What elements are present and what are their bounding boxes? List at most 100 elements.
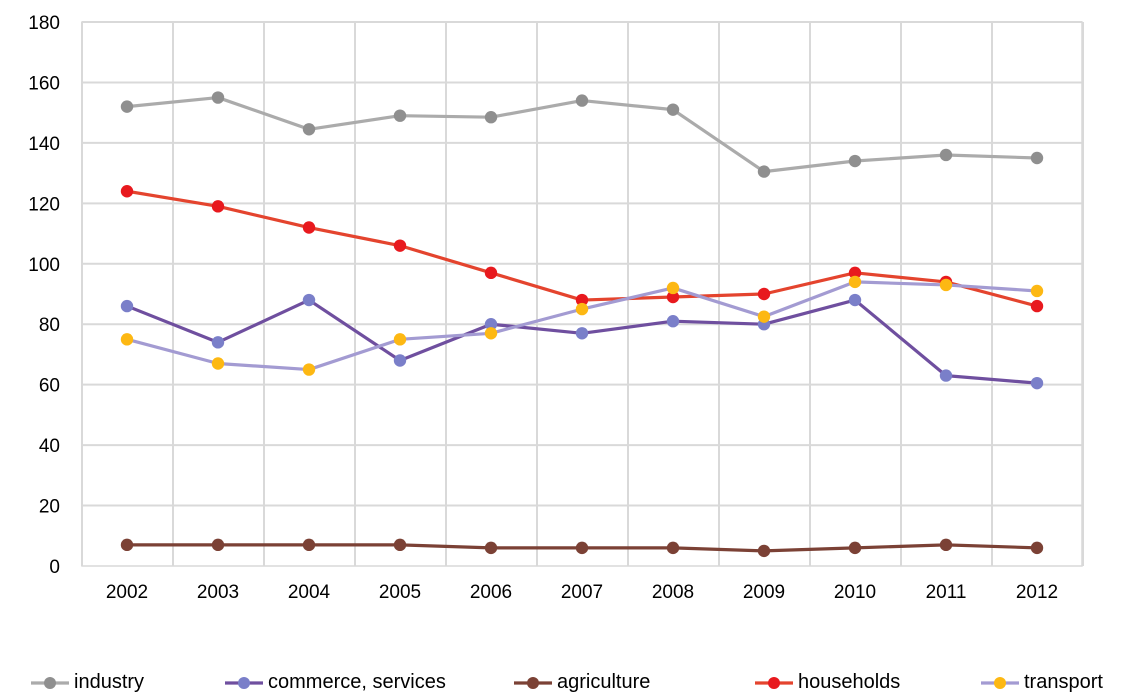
x-tick-label: 2008 xyxy=(652,582,694,603)
data-point xyxy=(757,165,771,178)
x-tick-label: 2005 xyxy=(379,582,421,603)
legend-swatch-marker xyxy=(238,676,250,689)
data-point xyxy=(1030,299,1044,313)
data-point xyxy=(302,123,316,136)
y-tick-label: 60 xyxy=(39,376,60,397)
x-tick-label: 2004 xyxy=(288,582,331,603)
grid-lines xyxy=(81,21,1084,566)
legend-swatch-marker xyxy=(768,676,780,689)
data-point xyxy=(939,369,953,382)
data-point xyxy=(120,100,134,113)
y-tick-label: 40 xyxy=(39,436,60,457)
y-tick-label: 140 xyxy=(28,134,60,155)
legend-label: commerce, services xyxy=(268,671,446,693)
y-tick-label: 0 xyxy=(49,557,60,578)
x-tick-label: 2007 xyxy=(561,582,603,603)
y-tick-label: 180 xyxy=(28,13,60,34)
legend-item: commerce, services xyxy=(224,670,446,695)
legend-swatch xyxy=(31,676,69,689)
legend-label: industry xyxy=(74,671,145,693)
data-point xyxy=(211,200,225,213)
legend-swatch xyxy=(755,676,793,689)
data-point xyxy=(848,293,862,307)
x-tick-label: 2009 xyxy=(743,582,785,603)
y-tick-label: 100 xyxy=(28,255,60,276)
data-point xyxy=(211,538,225,552)
data-point xyxy=(120,299,134,313)
data-point xyxy=(484,111,498,124)
data-point xyxy=(666,541,680,555)
data-point xyxy=(120,185,134,198)
data-point xyxy=(848,541,862,555)
data-point xyxy=(120,538,134,552)
data-point xyxy=(575,293,589,307)
data-point xyxy=(1030,151,1044,165)
data-point xyxy=(848,266,862,280)
data-point xyxy=(393,333,407,346)
data-point xyxy=(575,327,589,340)
data-point xyxy=(484,266,498,280)
legend-swatch-marker xyxy=(994,676,1006,689)
x-axis-ticks: 2002 2003 2004 2005 2006 2007 2008 2009 2010 2011… xyxy=(106,582,1058,603)
x-tick-label: 2010 xyxy=(834,582,876,603)
y-tick-label: 120 xyxy=(28,194,60,215)
data-point xyxy=(848,154,862,168)
y-tick-label: 80 xyxy=(39,315,60,336)
data-point xyxy=(393,109,407,122)
data-point xyxy=(757,310,771,323)
legend-swatch xyxy=(981,676,1019,689)
x-tick-label: 2002 xyxy=(106,582,148,603)
data-point xyxy=(666,103,680,116)
data-point xyxy=(484,541,498,555)
data-point xyxy=(757,287,771,301)
data-point xyxy=(939,278,953,292)
data-point xyxy=(484,318,498,331)
legend-item: transport xyxy=(980,670,1103,695)
data-point xyxy=(757,544,771,558)
data-point xyxy=(939,148,953,162)
legend-item: households xyxy=(754,670,900,695)
legend-swatch-marker xyxy=(527,676,539,689)
data-point xyxy=(939,538,953,552)
data-point xyxy=(393,354,407,367)
data-point xyxy=(211,357,225,370)
data-point xyxy=(302,221,316,234)
data-point xyxy=(211,336,225,349)
legend-swatch xyxy=(225,676,263,689)
y-axis-ticks: 0 20 40 60 80 100 120 140 160 180 xyxy=(28,13,60,578)
data-point xyxy=(575,302,589,316)
legend-swatch-marker xyxy=(44,676,56,689)
data-point xyxy=(848,275,862,289)
data-point xyxy=(575,541,589,555)
x-tick-label: 2003 xyxy=(197,582,239,603)
data-point xyxy=(393,239,407,252)
legend-label: agriculture xyxy=(557,671,651,693)
data-point xyxy=(302,538,316,552)
data-point xyxy=(120,333,134,346)
legend-item: agriculture xyxy=(513,670,650,695)
data-point xyxy=(211,91,225,104)
y-tick-label: 160 xyxy=(28,73,60,94)
legend-label: transport xyxy=(1024,671,1103,693)
data-point xyxy=(666,281,680,295)
y-tick-label: 20 xyxy=(39,497,60,518)
data-point xyxy=(484,327,498,340)
data-point xyxy=(302,363,316,376)
data-point xyxy=(666,315,680,328)
data-point xyxy=(575,94,589,107)
series-lines xyxy=(120,91,1044,558)
legend-label: households xyxy=(798,671,901,693)
x-tick-label: 2006 xyxy=(470,582,512,603)
data-point xyxy=(1030,541,1044,555)
legend: industry commerce, services agriculture hou… xyxy=(0,670,1129,695)
legend-swatch xyxy=(514,676,552,689)
x-tick-label: 2011 xyxy=(926,582,967,603)
data-point xyxy=(393,538,407,552)
data-point xyxy=(1030,284,1044,298)
data-point xyxy=(1030,376,1044,390)
data-point xyxy=(302,293,316,307)
data-point xyxy=(666,290,680,304)
x-tick-label: 2012 xyxy=(1016,582,1058,603)
legend-item: industry xyxy=(30,670,144,695)
